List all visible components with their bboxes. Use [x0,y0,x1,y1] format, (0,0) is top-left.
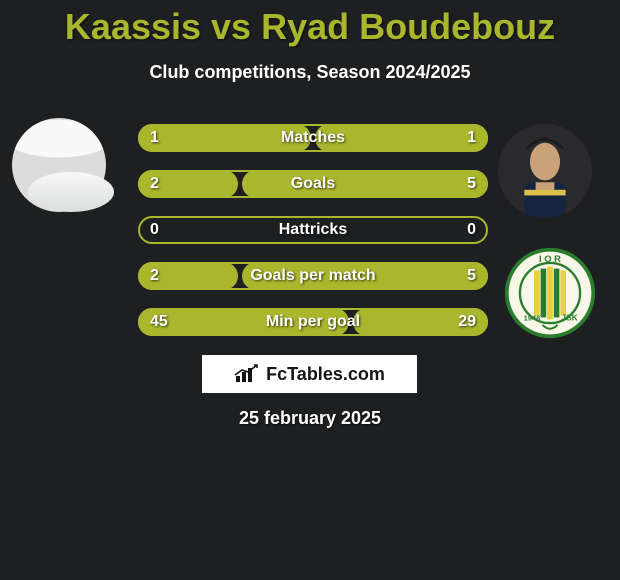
stat-value-right: 29 [458,313,476,331]
stat-value-right: 1 [467,129,476,147]
stat-value-right: 5 [467,175,476,193]
player-right-avatar [498,124,592,218]
stat-value-right: 5 [467,267,476,285]
club-badge-bottom-text: JSK [561,312,578,322]
stat-row: 0Hattricks0 [138,216,488,244]
club-badge-year: 1946 [524,313,541,322]
stat-value-left: 2 [150,267,159,285]
stat-fill-left [138,124,311,152]
page-title: Kaassis vs Ryad Boudebouz [0,0,620,48]
stat-row: 45Min per goal29 [138,308,488,336]
stat-fill-right [242,262,488,290]
stat-fill-right [315,124,488,152]
stat-value-left: 2 [150,175,159,193]
stat-row: 2Goals per match5 [138,262,488,290]
stat-row: 2Goals5 [138,170,488,198]
stats-comparison-chart: 1Matches1 2Goals5 0Hattricks0 2Goals per ma… [138,124,488,354]
attribution-text: FcTables.com [266,364,385,385]
club-badge-top-text: I O R [539,253,561,264]
player-right-club-badge: I O R 1946 JSK [500,246,600,340]
stat-fill-right [242,170,488,198]
stat-row: 1Matches1 [138,124,488,152]
stat-label: Hattricks [140,221,486,239]
date-label: 25 february 2025 [0,408,620,429]
stat-value-right: 0 [467,221,476,239]
stat-fill-left [138,308,349,336]
player-left-club-badge [28,172,114,212]
page-subtitle: Club competitions, Season 2024/2025 [0,62,620,83]
stat-value-left: 1 [150,129,159,147]
bar-chart-icon [234,364,260,384]
stat-value-left: 0 [150,221,159,239]
stat-value-left: 45 [150,313,168,331]
attribution-badge: FcTables.com [202,355,417,393]
